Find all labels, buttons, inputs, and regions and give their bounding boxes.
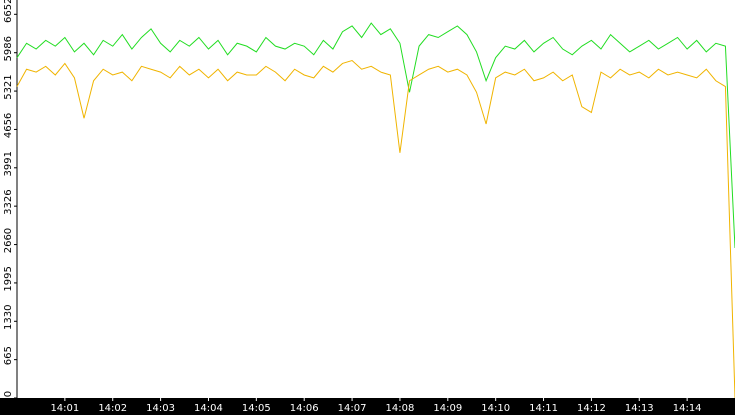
y-tick-label: 6652 (3, 0, 14, 23)
y-tick-label: 1330 (3, 305, 14, 330)
x-tick-label: 14:07 (338, 403, 367, 414)
x-tick-label: 14:12 (577, 403, 606, 414)
x-tick-label: 14:02 (98, 403, 127, 414)
y-tick-label: 3991 (3, 151, 14, 176)
y-tick-label: 5321 (3, 74, 14, 99)
x-tick-label: 14:10 (481, 403, 510, 414)
x-tick-label: 14:04 (194, 403, 223, 414)
series-line (16, 60, 735, 399)
x-tick-label: 14:01 (50, 403, 79, 414)
x-tick-label: 14:09 (433, 403, 462, 414)
y-tick-label: 2660 (3, 228, 14, 253)
series-line (16, 22, 735, 249)
y-tick-label: 1995 (3, 266, 14, 291)
x-tick-label: 14:08 (386, 403, 415, 414)
y-tick-label: 4656 (3, 113, 14, 138)
x-tick-label: 14:13 (625, 403, 654, 414)
x-tick-label: 14:03 (146, 403, 175, 414)
x-axis-band (0, 398, 735, 415)
x-tick-label: 14:11 (529, 403, 558, 414)
y-tick-label: 665 (3, 346, 14, 365)
y-tick-label: 0 (3, 391, 14, 397)
y-tick-label: 3326 (3, 189, 14, 214)
x-tick-label: 14:05 (242, 403, 271, 414)
x-tick-label: 14:06 (290, 403, 319, 414)
x-tick-label: 14:14 (673, 403, 702, 414)
y-tick-label: 5986 (3, 36, 14, 61)
